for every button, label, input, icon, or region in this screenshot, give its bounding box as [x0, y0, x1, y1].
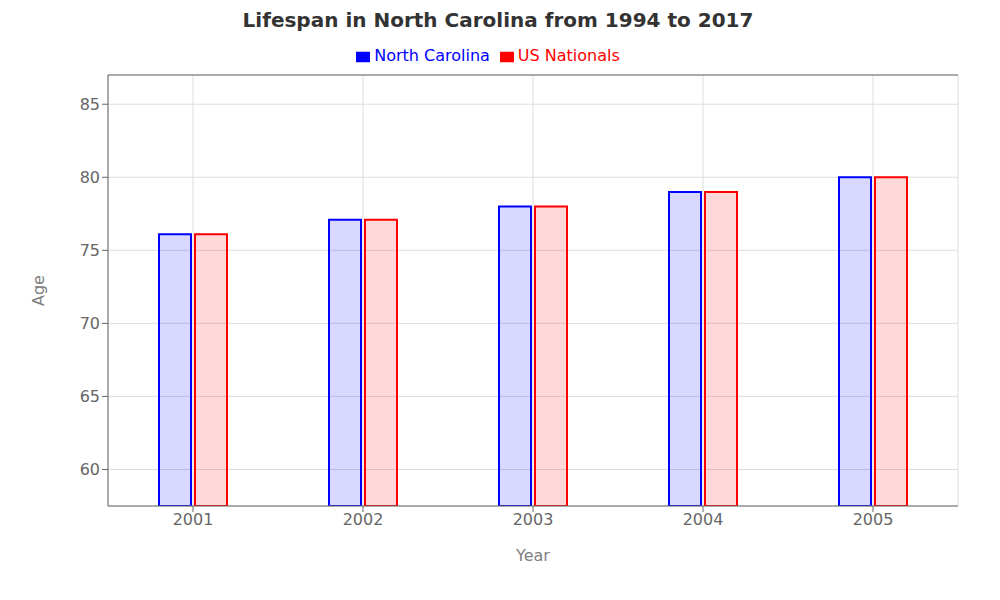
svg-text:2005: 2005 [853, 510, 894, 529]
svg-text:2001: 2001 [173, 510, 214, 529]
html-text:Lifespan in North Carolina fro: Lifespan in North Carolina from 1994 to … [242, 8, 754, 32]
svg-text:2004: 2004 [683, 510, 724, 529]
svg-text:80: 80 [80, 168, 100, 187]
svg-text:85: 85 [80, 95, 100, 114]
svg-text:2003: 2003 [513, 510, 554, 529]
svg-text:70: 70 [80, 314, 100, 333]
html-text:North Carolina: North Carolina [374, 46, 490, 65]
svg-text:65: 65 [80, 387, 100, 406]
svg-text:60: 60 [80, 460, 100, 479]
svg-text:2002: 2002 [343, 510, 384, 529]
svg-text:75: 75 [80, 241, 100, 260]
svg-text:Age: Age [29, 275, 48, 306]
html-text:US Nationals: US Nationals [517, 46, 620, 65]
svg-text:Year: Year [515, 546, 550, 565]
